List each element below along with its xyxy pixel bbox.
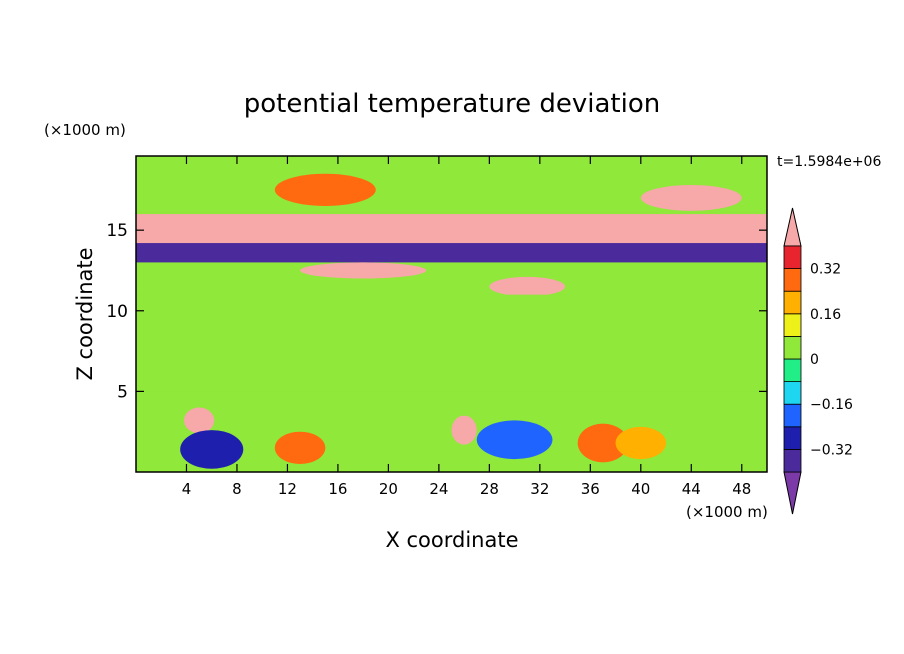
colorbar-segment: [783, 403, 802, 428]
contour-feature-3: [489, 276, 566, 297]
colorbar-tick-label: −0.16: [810, 397, 853, 413]
colorbar-extend-high: [783, 207, 802, 247]
colorbar-tick-label: 0.32: [810, 262, 841, 278]
contour-feature-2: [300, 262, 427, 279]
contour-feature-0: [136, 214, 767, 247]
y-tick-label: 10: [106, 302, 128, 322]
colorbar-segment: [783, 335, 802, 360]
contour-feature-13: [136, 294, 767, 392]
contour-feature-6: [183, 407, 215, 434]
colorbar-segment: [783, 268, 802, 292]
colorbar: 0.32 0.16 0 −0.16 −0.32: [783, 207, 853, 515]
x-axis-label: X coordinate: [385, 528, 518, 552]
time-label: t=1.5984e+06: [777, 154, 881, 170]
x-tick-label: 48: [732, 480, 751, 498]
colorbar-tick-label: −0.32: [810, 442, 853, 458]
contour-feature-5: [640, 185, 742, 211]
colorbar-tick-label: 0.16: [810, 307, 841, 323]
x-tick-label: 40: [631, 480, 650, 498]
x-tick-label: 4: [182, 480, 192, 498]
x-tick-label: 8: [232, 480, 242, 498]
contour-feature-12: [274, 431, 326, 464]
contour-feature-4: [274, 173, 376, 206]
x-tick-label: 24: [429, 480, 448, 498]
colorbar-segment: [783, 313, 802, 337]
contour-feature-9: [476, 420, 553, 460]
y-tick-label: 5: [117, 382, 128, 402]
contour-feature-7: [451, 415, 477, 445]
colorbar-extend-low: [783, 471, 802, 515]
x-tick-label: 20: [379, 480, 398, 498]
y-axis-ticks: 5 10 15: [106, 221, 767, 402]
contour-feature-8: [180, 430, 244, 469]
contour-feature-1: [136, 243, 767, 263]
colorbar-segment: [783, 381, 802, 405]
colorbar-segment: [783, 358, 802, 383]
x-tick-label: 16: [328, 480, 347, 498]
chart-title: potential temperature deviation: [244, 89, 660, 119]
colorbar-segment: [783, 245, 802, 270]
x-unit-label: (×1000 m): [686, 503, 768, 521]
colorbar-segment: [783, 448, 802, 473]
contour-feature-10: [577, 423, 629, 463]
colorbar-segment: [783, 426, 802, 450]
colorbar-segment: [783, 290, 802, 315]
x-tick-label: 28: [480, 480, 499, 498]
contour-field: [136, 156, 767, 472]
x-tick-label: 32: [530, 480, 549, 498]
x-tick-label: 12: [278, 480, 297, 498]
y-tick-label: 15: [106, 221, 128, 241]
x-tick-label: 44: [682, 480, 701, 498]
colorbar-tick-label: 0: [810, 352, 819, 368]
contour-feature-11: [615, 426, 667, 460]
x-tick-label: 36: [581, 480, 600, 498]
y-axis-label: Z coordinate: [73, 247, 97, 380]
plot-frame: [135, 155, 768, 473]
x-axis-ticks: 4 8 12 16 20 24 28 32 36 40 44 48: [182, 156, 751, 498]
y-unit-label: (×1000 m): [44, 121, 126, 139]
